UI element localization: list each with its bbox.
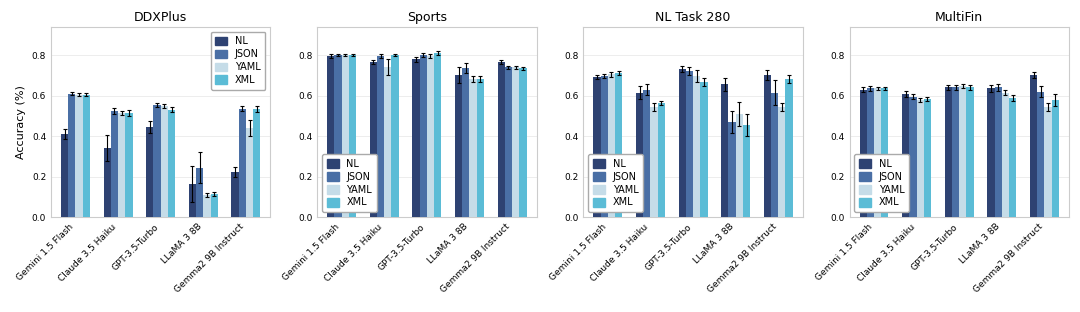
Bar [384, 67, 391, 217]
Bar [728, 122, 735, 217]
Bar [917, 100, 923, 217]
Bar [118, 113, 125, 217]
Bar [658, 103, 665, 217]
Bar [995, 87, 1002, 217]
Bar [253, 109, 260, 217]
Bar [369, 62, 377, 217]
Bar [476, 79, 484, 217]
Bar [498, 62, 504, 217]
Bar [771, 93, 779, 217]
Bar [462, 68, 470, 217]
Bar [146, 127, 153, 217]
Bar [391, 55, 399, 217]
Bar [239, 109, 246, 217]
Y-axis label: Accuracy (%): Accuracy (%) [16, 85, 26, 159]
Bar [104, 148, 111, 217]
Bar [203, 195, 211, 217]
Bar [636, 93, 644, 217]
Bar [881, 89, 889, 217]
Bar [959, 86, 967, 217]
Legend: NL, JSON, YAML, XML: NL, JSON, YAML, XML [322, 154, 377, 212]
Bar [1002, 93, 1009, 217]
Bar [593, 77, 600, 217]
Bar [111, 111, 118, 217]
Bar [189, 184, 197, 217]
Bar [700, 82, 707, 217]
Bar [153, 105, 161, 217]
Bar [455, 75, 462, 217]
Bar [197, 168, 203, 217]
Bar [967, 87, 974, 217]
Bar [678, 69, 686, 217]
Bar [860, 90, 867, 217]
Bar [1009, 98, 1016, 217]
Bar [721, 85, 728, 217]
Bar [686, 71, 693, 217]
Bar [987, 89, 995, 217]
Bar [349, 55, 356, 217]
Bar [231, 172, 239, 217]
Legend: NL, JSON, YAML, XML: NL, JSON, YAML, XML [211, 32, 266, 90]
Title: NL Task 280: NL Task 280 [656, 11, 731, 24]
Bar [951, 87, 959, 217]
Bar [1044, 107, 1052, 217]
Bar [68, 94, 76, 217]
Bar [945, 87, 951, 217]
Legend: NL, JSON, YAML, XML: NL, JSON, YAML, XML [854, 154, 909, 212]
Bar [909, 97, 917, 217]
Bar [923, 99, 931, 217]
Bar [764, 75, 771, 217]
Bar [1052, 100, 1058, 217]
Bar [125, 113, 133, 217]
Bar [335, 55, 341, 217]
Bar [874, 89, 881, 217]
Bar [377, 56, 384, 217]
Bar [785, 79, 793, 217]
Bar [420, 55, 427, 217]
Bar [341, 55, 349, 217]
Bar [512, 67, 519, 217]
Title: MultiFin: MultiFin [935, 11, 983, 24]
Bar [1037, 91, 1044, 217]
Bar [743, 125, 751, 217]
Bar [519, 68, 527, 217]
Bar [693, 76, 700, 217]
Bar [1030, 75, 1037, 217]
Bar [76, 95, 83, 217]
Bar [246, 128, 253, 217]
Bar [167, 110, 175, 217]
Bar [60, 134, 68, 217]
Bar [616, 73, 622, 217]
Bar [650, 107, 658, 217]
Bar [327, 56, 335, 217]
Bar [504, 67, 512, 217]
Bar [427, 56, 434, 217]
Bar [470, 79, 476, 217]
Legend: NL, JSON, YAML, XML: NL, JSON, YAML, XML [589, 154, 644, 212]
Bar [600, 76, 608, 217]
Bar [413, 59, 420, 217]
Bar [83, 95, 90, 217]
Bar [608, 74, 616, 217]
Bar [867, 89, 874, 217]
Bar [902, 94, 909, 217]
Bar [644, 90, 650, 217]
Bar [779, 107, 785, 217]
Bar [434, 53, 442, 217]
Title: Sports: Sports [407, 11, 447, 24]
Title: DDXPlus: DDXPlus [134, 11, 187, 24]
Bar [211, 194, 218, 217]
Bar [161, 106, 167, 217]
Bar [735, 114, 743, 217]
